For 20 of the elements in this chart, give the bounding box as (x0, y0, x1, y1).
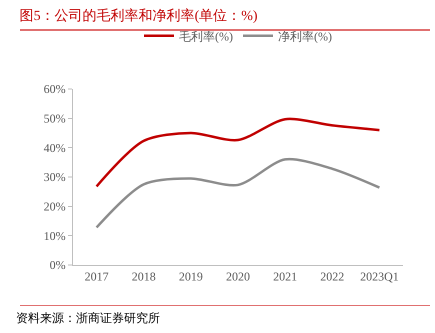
y-tick-label: 30% (44, 170, 66, 184)
legend-label: 净利率(%) (278, 29, 332, 44)
y-tick-label: 60% (44, 82, 66, 96)
x-tick-label: 2020 (226, 269, 250, 284)
y-tick-label: 20% (44, 200, 66, 214)
x-tick-label: 2023Q1 (360, 269, 399, 284)
x-tick-label: 2021 (273, 269, 298, 284)
x-tick-label: 2022 (320, 269, 344, 284)
y-tick-label: 40% (44, 140, 66, 155)
x-tick-label: 2017 (84, 269, 109, 284)
y-tick-label: 50% (44, 112, 66, 126)
x-tick-label: 2019 (178, 269, 203, 284)
line-series (95, 158, 381, 229)
legend-label: 毛利率(%) (179, 29, 233, 44)
y-tick-label: 0% (50, 258, 66, 272)
text: 资料来源：浙商证券研究所 (16, 311, 160, 325)
x-tick-label: 2018 (132, 269, 156, 284)
chart-title: 图5：公司的毛利率和净利率(单位：%) (20, 8, 258, 24)
y-tick-label: 10% (44, 228, 66, 243)
line-series (95, 118, 381, 188)
